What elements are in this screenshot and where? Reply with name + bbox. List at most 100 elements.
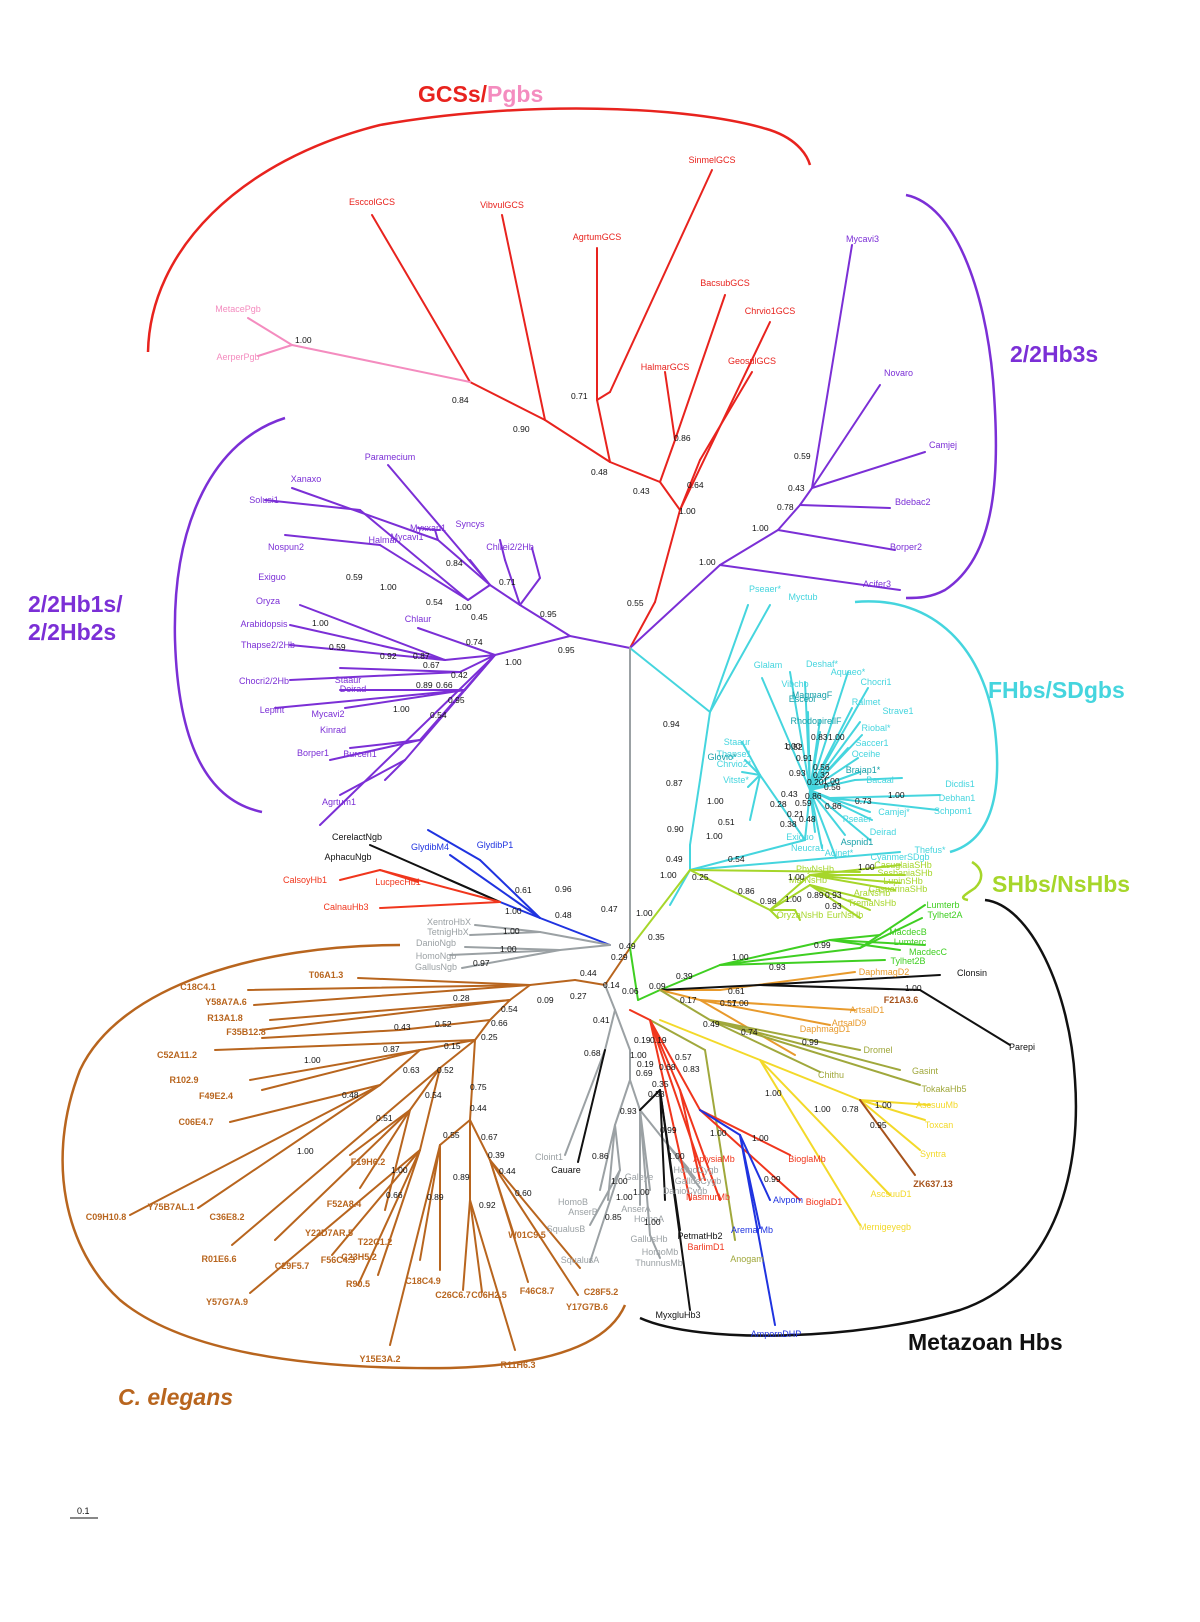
leaf-label-lower-right: ArtsalD9: [832, 1018, 867, 1028]
tree-branch: [231, 1067, 441, 1246]
tree-branch: [349, 1109, 411, 1156]
support-center: 0.39: [488, 1150, 505, 1160]
support-lower: 0.93: [620, 1106, 637, 1116]
tree-branch: [749, 774, 761, 821]
leaf-label-vertebrate: CalsoyHb1: [283, 875, 327, 885]
tree-branch: [339, 667, 461, 673]
support-lower: 1.00: [644, 1217, 661, 1227]
support-center: 0.92: [479, 1200, 496, 1210]
bracket-celegans: [61, 943, 627, 1370]
group-label-shb: SHbs/NsHbs: [992, 871, 1130, 897]
support-fhb: 1.00: [888, 790, 905, 800]
support-gcs: 1.00: [679, 506, 696, 516]
leaf-label-lower-center: Cauare: [551, 1165, 581, 1175]
tree-branch: [474, 1019, 491, 1041]
tree-branch: [261, 1049, 421, 1091]
leaf-label-lower-right: MacdecC: [909, 947, 948, 957]
leaf-label-hb3: Acifer3: [863, 579, 891, 589]
tree-branch: [829, 797, 871, 813]
tree-branch: [349, 739, 421, 749]
leaf-label-lower-right: Dromel: [863, 1045, 892, 1055]
tree-branch: [809, 789, 837, 859]
tree-branch: [649, 1019, 681, 1091]
support-hb12: 0.95: [558, 645, 575, 655]
tree-branch: [809, 789, 871, 841]
tree-branch: [809, 874, 901, 884]
tree-branch: [741, 771, 761, 776]
tree-branch: [709, 1019, 861, 1051]
leaf-label-fhb: Deshaf*: [806, 659, 839, 669]
leaf-label-lower-right: Toxcan: [925, 1120, 954, 1130]
scale-bar-label: 0.1: [77, 1506, 90, 1516]
tree-branch: [629, 1079, 641, 1111]
leaf-label-celegans: R01E6.6: [201, 1254, 236, 1264]
support-lower: 0.53: [648, 1089, 665, 1099]
support-lower: 1.00: [616, 1192, 633, 1202]
support-fhb: 0.21: [787, 809, 804, 819]
leaf-label-celegans: Y57G7A.9: [206, 1297, 248, 1307]
tree-branch: [249, 1049, 421, 1081]
support-shb: 1.00: [858, 862, 875, 872]
leaf-label-hb12: Arabidopsis: [240, 619, 288, 629]
support-hb12: 0.74: [466, 637, 483, 647]
support-fhb: 0.93: [789, 768, 806, 778]
tree-branch: [519, 604, 571, 637]
leaf-label-fhb: RhodopirellF: [790, 716, 842, 726]
tree-branch: [649, 1019, 706, 1181]
leaf-label-fhb: Schpom1: [934, 806, 972, 816]
tree-branch: [744, 759, 761, 776]
support-layer: 1.00 0.84 0.90 0.71 0.48 0.43 0.86 0.64 1.00 0.55…: [295, 335, 922, 1227]
support-lower: 0.86: [592, 1151, 609, 1161]
leaf-label-hb12: Agrtum1: [322, 797, 356, 807]
tree-branch: [577, 1049, 606, 1163]
tree-branch: [777, 504, 801, 531]
tree-branch: [614, 1009, 631, 1051]
support-gcs: 0.71: [571, 391, 588, 401]
support-lower: 0.93: [769, 962, 786, 972]
tree-branch: [809, 874, 896, 891]
tree-branch: [769, 909, 779, 919]
bracket-layer: [61, 107, 1078, 1370]
tree-branch: [494, 635, 571, 656]
tree-branch: [719, 564, 901, 591]
tree-branch: [489, 999, 511, 1021]
tree-branch: [529, 979, 576, 986]
support-lower: 0.99: [660, 1125, 677, 1135]
tree-branch: [417, 527, 436, 531]
support-fhb: 1.00: [784, 741, 801, 751]
tree-branch: [474, 924, 541, 933]
tree-branch: [809, 779, 856, 791]
support-shb: 1.00: [788, 872, 805, 882]
bracket-fhb: [854, 600, 999, 854]
tree-branch: [719, 939, 831, 966]
support-fhb: 0.90: [667, 824, 684, 834]
bracket-hb3: [905, 193, 998, 600]
leaf-label-shb: CasuarinaSHb: [869, 884, 928, 894]
support-fhb: 0.25: [692, 872, 709, 882]
tree-branch: [769, 874, 811, 911]
support-hb12: 0.92: [380, 651, 397, 661]
tree-branch: [596, 391, 611, 401]
support-fhb: 0.28: [770, 799, 787, 809]
support-gcs: 0.86: [674, 433, 691, 443]
leaf-label-lower-right: ArtsalD1: [850, 1005, 885, 1015]
leaf-label-hb12: Kinrad: [320, 725, 346, 735]
tree-branch: [384, 759, 406, 781]
tree-branch: [649, 1019, 691, 1201]
support-vertebrate: 1.00: [636, 908, 653, 918]
leaf-label-fhb: Myctub: [788, 592, 817, 602]
tree-branch: [709, 604, 771, 713]
bracket-hb12: [173, 416, 286, 814]
support-lower: 0.85: [605, 1212, 622, 1222]
tree-branch: [709, 1019, 901, 1071]
leaf-label-lower-center: PetmatHb2: [677, 1231, 722, 1241]
tree-branch: [377, 1149, 421, 1276]
support-fhb: 1.00: [828, 732, 845, 742]
tree-branch: [369, 844, 501, 903]
support-lower: 1.00: [732, 998, 749, 1008]
leaf-label-fhb: Chrvio2*: [717, 759, 752, 769]
leaf-label-vertebrate: DanioNgb: [416, 938, 456, 948]
tree-branch: [859, 904, 926, 949]
tree-branch: [247, 317, 293, 346]
leaf-label-vertebrate: CalnauHb3: [323, 902, 368, 912]
